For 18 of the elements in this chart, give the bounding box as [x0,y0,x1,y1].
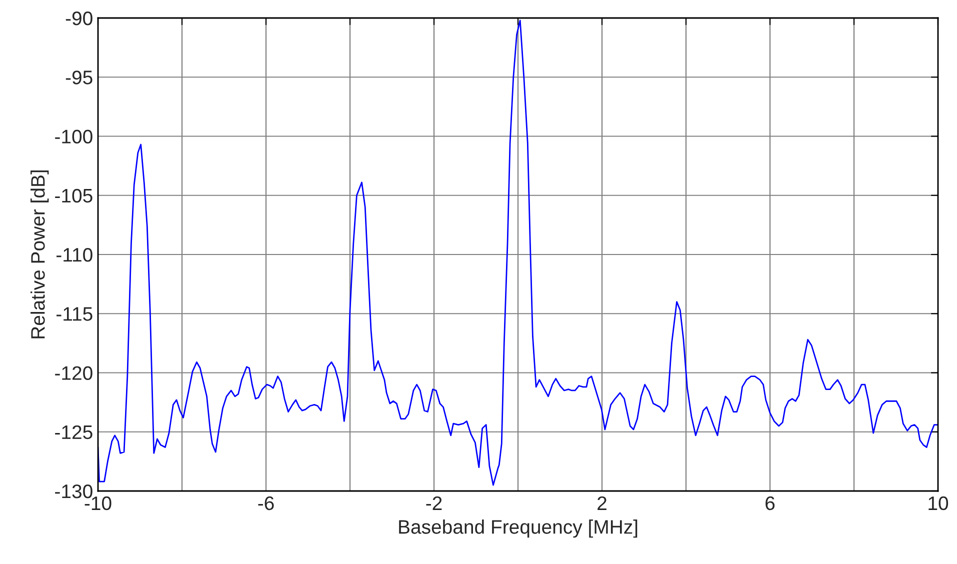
y-tick-label: -120 [55,366,92,380]
x-tick-label: 10 [928,496,948,510]
x-tick-label: -6 [258,496,274,510]
x-tick-label: 2 [598,496,606,510]
y-tick-label: -95 [66,70,92,84]
y-tick-label: -100 [55,130,92,144]
y-tick-label: -105 [55,188,92,203]
x-tick-label: -10 [84,496,112,510]
x-axis-title: Baseband Frequency [MHz] [399,520,638,538]
y-tick-label: -90 [66,11,92,26]
x-tick-label: 6 [766,496,775,510]
y-tick-label: -130 [55,484,92,498]
y-tick-label: -125 [55,425,92,440]
line-series [98,20,938,486]
x-tick-label: -2 [426,496,442,510]
y-tick-label: -115 [56,307,92,321]
y-axis-title: Relative Power [dB] [30,170,49,338]
y-tick-label: -110 [56,248,92,262]
